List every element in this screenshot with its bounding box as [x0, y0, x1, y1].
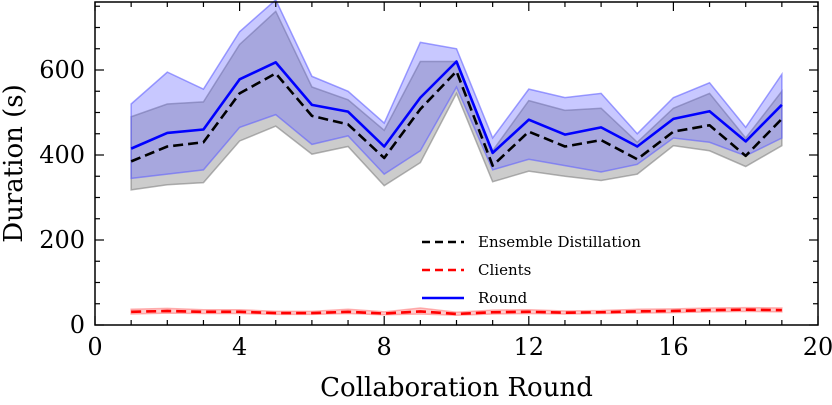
series-line-round [130, 60, 783, 155]
band-ensemble-distillation [130, 10, 783, 191]
x-tick-label: 20 [803, 333, 832, 361]
series-line-ensemble-distillation [130, 69, 783, 167]
y-axis-label: Duration (s) [0, 84, 29, 243]
legend: Ensemble Distillation Clients Round [422, 233, 641, 307]
x-axis-label: Collaboration Round [320, 373, 593, 403]
x-tick-label: 16 [658, 333, 689, 361]
x-tick-label: 0 [87, 333, 102, 361]
series-lines [130, 60, 783, 316]
legend-label: Round [478, 289, 528, 307]
y-tick-label: 400 [39, 141, 85, 169]
band-round [130, 0, 783, 180]
legend-label: Clients [478, 261, 531, 279]
y-tick-label: 0 [70, 311, 85, 339]
y-tick-label: 200 [39, 226, 85, 254]
x-tick-label: 8 [377, 333, 392, 361]
confidence-bands [130, 0, 783, 316]
y-tick-label: 600 [39, 56, 85, 84]
series-line-clients [131, 308, 782, 316]
x-tick-label: 4 [232, 333, 247, 361]
legend-label: Ensemble Distillation [478, 233, 641, 251]
band-clients [130, 306, 783, 316]
x-tick-label: 12 [514, 333, 545, 361]
